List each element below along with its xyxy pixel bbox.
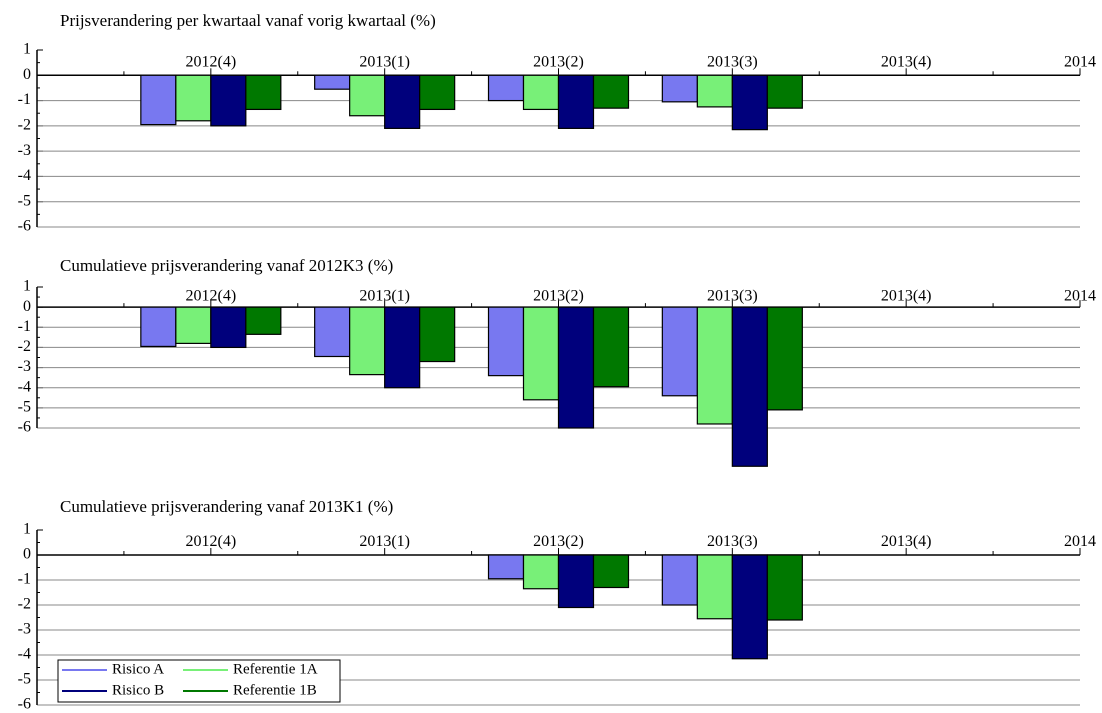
bar	[731, 306, 768, 467]
bar	[140, 74, 177, 126]
bar	[661, 554, 698, 606]
chart-title: Cumulatieve prijsverandering vanaf 2012K…	[60, 256, 393, 275]
y-tick-label: -1	[18, 91, 31, 108]
bar	[419, 74, 456, 111]
legend-box	[57, 659, 341, 703]
y-tick-label: -3	[18, 621, 31, 638]
bar	[522, 74, 560, 111]
bar	[245, 74, 282, 111]
y-tick-label: 1	[23, 41, 31, 58]
bar	[314, 74, 351, 90]
x-tick-label: 2014	[1064, 288, 1096, 305]
bar	[487, 306, 525, 377]
bar	[349, 306, 386, 376]
bar	[766, 74, 803, 109]
y-tick-label: -1	[18, 318, 31, 335]
bar	[592, 554, 630, 589]
bar	[140, 306, 177, 348]
y-tick-label: 0	[23, 298, 31, 315]
y-tick-label: -2	[18, 338, 31, 355]
legend-label: Referentie 1A	[233, 661, 318, 677]
bar	[766, 554, 803, 621]
y-tick-label: -1	[18, 571, 31, 588]
legend-label: Referentie 1B	[233, 682, 317, 698]
bar	[384, 74, 421, 129]
bar	[557, 306, 595, 429]
bar	[245, 306, 282, 335]
bar	[696, 74, 733, 108]
y-tick-label: -5	[18, 399, 31, 416]
bar	[175, 74, 212, 122]
bar	[592, 74, 630, 109]
x-tick-label: 2012(4)	[186, 288, 237, 305]
bar	[349, 74, 386, 117]
x-tick-label: 2013(3)	[707, 288, 758, 305]
y-tick-label: -4	[18, 167, 31, 184]
bar	[557, 554, 595, 609]
bar	[384, 306, 421, 389]
x-tick-label: 2014	[1064, 533, 1096, 550]
y-tick-label: -4	[18, 646, 31, 663]
y-tick-label: -4	[18, 378, 31, 395]
bar	[766, 306, 803, 411]
x-tick-label: 2014	[1064, 53, 1096, 70]
y-tick-label: 1	[23, 278, 31, 295]
bar	[487, 554, 525, 580]
x-tick-label: 2012(4)	[186, 533, 237, 550]
legend-label: Risico B	[112, 682, 164, 698]
bar	[210, 306, 247, 349]
y-tick-label: -3	[18, 142, 31, 159]
bar	[522, 554, 560, 590]
bar	[175, 306, 212, 344]
bar	[210, 74, 247, 127]
bar	[661, 74, 698, 103]
bar	[731, 74, 768, 131]
y-tick-label: -5	[18, 192, 31, 209]
x-tick-label: 2013(3)	[707, 53, 758, 70]
bar	[522, 306, 560, 401]
x-tick-label: 2013(4)	[881, 288, 932, 305]
y-tick-label: -3	[18, 358, 31, 375]
bar	[661, 306, 698, 397]
chart-title: Prijsverandering per kwartaal vanaf vori…	[60, 11, 436, 30]
x-tick-label: 2012(4)	[186, 53, 237, 70]
x-tick-label: 2013(3)	[707, 533, 758, 550]
bar	[314, 306, 351, 358]
bar	[592, 306, 630, 388]
y-tick-label: 0	[23, 546, 31, 563]
x-tick-label: 2013(2)	[533, 288, 584, 305]
x-tick-label: 2013(4)	[881, 533, 932, 550]
bar	[487, 74, 525, 102]
chart-title: Cumulatieve prijsverandering vanaf 2013K…	[60, 497, 393, 516]
legend-label: Risico A	[112, 661, 164, 677]
y-tick-label: 1	[23, 521, 31, 538]
y-tick-label: -2	[18, 596, 31, 613]
bar	[419, 306, 456, 363]
y-tick-label: 0	[23, 66, 31, 83]
y-tick-label: -6	[18, 419, 31, 436]
bar	[731, 554, 768, 660]
bar	[557, 74, 595, 129]
y-tick-label: -5	[18, 671, 31, 688]
y-tick-label: -6	[18, 218, 31, 235]
x-tick-label: 2013(1)	[359, 533, 410, 550]
bar	[696, 554, 733, 620]
y-tick-label: -6	[18, 696, 31, 713]
x-tick-label: 2013(1)	[359, 53, 410, 70]
x-tick-label: 2013(2)	[533, 533, 584, 550]
y-tick-label: -2	[18, 117, 31, 134]
legend: Risico A Referentie 1A Risico B Referentie …	[57, 659, 341, 703]
x-tick-label: 2013(2)	[533, 53, 584, 70]
x-tick-label: 2013(1)	[359, 288, 410, 305]
bar	[696, 306, 733, 425]
x-tick-label: 2013(4)	[881, 53, 932, 70]
